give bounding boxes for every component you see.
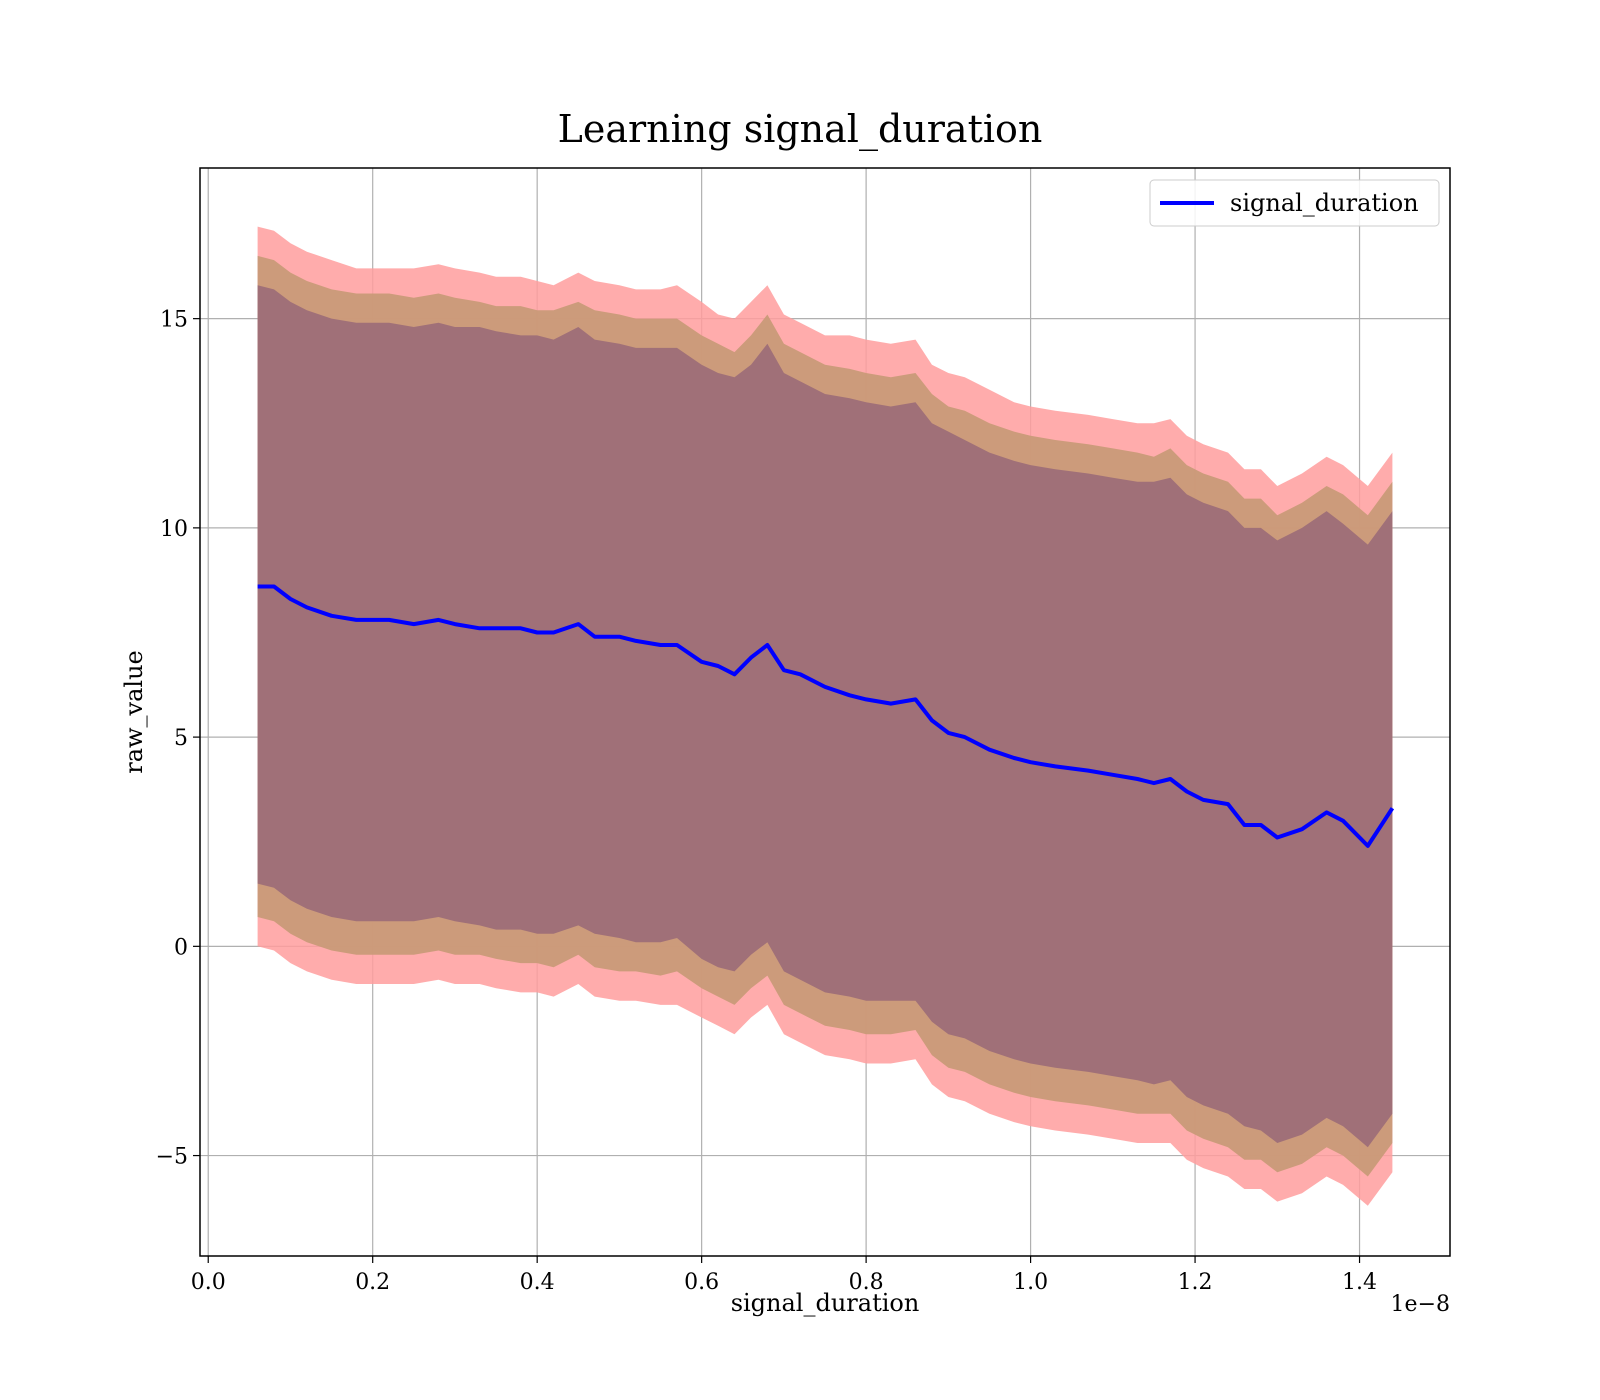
x-axis-label: signal_duration [731,1289,920,1317]
x-tick-label: 1.4 [1342,1270,1377,1295]
x-axis-offset-label: 1e−8 [1391,1292,1450,1317]
y-tick-label: 15 [160,308,188,333]
y-tick-label: 5 [174,726,188,751]
series-line-signal_duration [257,584,1395,848]
legend-label: signal_duration [1230,189,1419,217]
x-tick-label: 1.2 [1178,1270,1213,1295]
y-tick-label: 0 [174,935,188,960]
legend: signal_duration [1149,179,1440,227]
y-tick-label: −5 [156,1145,188,1170]
x-tick-label: 0.4 [520,1270,555,1295]
band-inner [257,285,1393,1148]
x-tick-label: 0.2 [355,1270,390,1295]
legend-box [1149,179,1440,227]
y-tick-label: 10 [160,517,188,542]
x-tick-label: 0.8 [849,1270,884,1295]
confidence-bands [257,226,1393,1206]
plot-frame [199,167,1451,1257]
y-axis-label: raw_value [120,650,148,774]
chart-title: Learning signal_duration [558,107,1043,152]
x-tick-label: 1.0 [1013,1270,1048,1295]
x-tick-label: 0.0 [191,1270,226,1295]
series-lines [257,584,1395,848]
x-tick-label: 0.6 [684,1270,719,1295]
axis-ticks: 0.0 0.2 0.4 0.6 0.8 1.0 1.2 1.4 −5 0 5 10 15 [156,308,1377,1295]
